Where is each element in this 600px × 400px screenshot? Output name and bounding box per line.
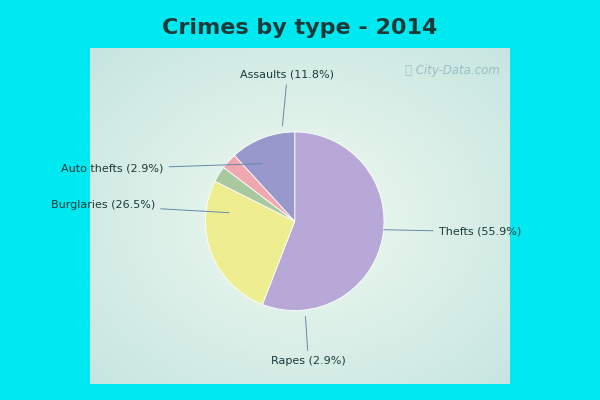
Wedge shape [206, 181, 295, 304]
Text: Rapes (2.9%): Rapes (2.9%) [271, 316, 346, 366]
Wedge shape [215, 168, 295, 221]
Text: Auto thefts (2.9%): Auto thefts (2.9%) [61, 164, 263, 174]
Text: Burglaries (26.5%): Burglaries (26.5%) [51, 200, 229, 213]
Text: Assaults (11.8%): Assaults (11.8%) [241, 69, 334, 126]
Wedge shape [262, 132, 384, 310]
Wedge shape [224, 156, 295, 221]
Text: Thefts (55.9%): Thefts (55.9%) [383, 227, 521, 237]
Text: Crimes by type - 2014: Crimes by type - 2014 [163, 18, 437, 38]
Text: ⓘ City-Data.com: ⓘ City-Data.com [404, 64, 499, 77]
Wedge shape [235, 132, 295, 221]
